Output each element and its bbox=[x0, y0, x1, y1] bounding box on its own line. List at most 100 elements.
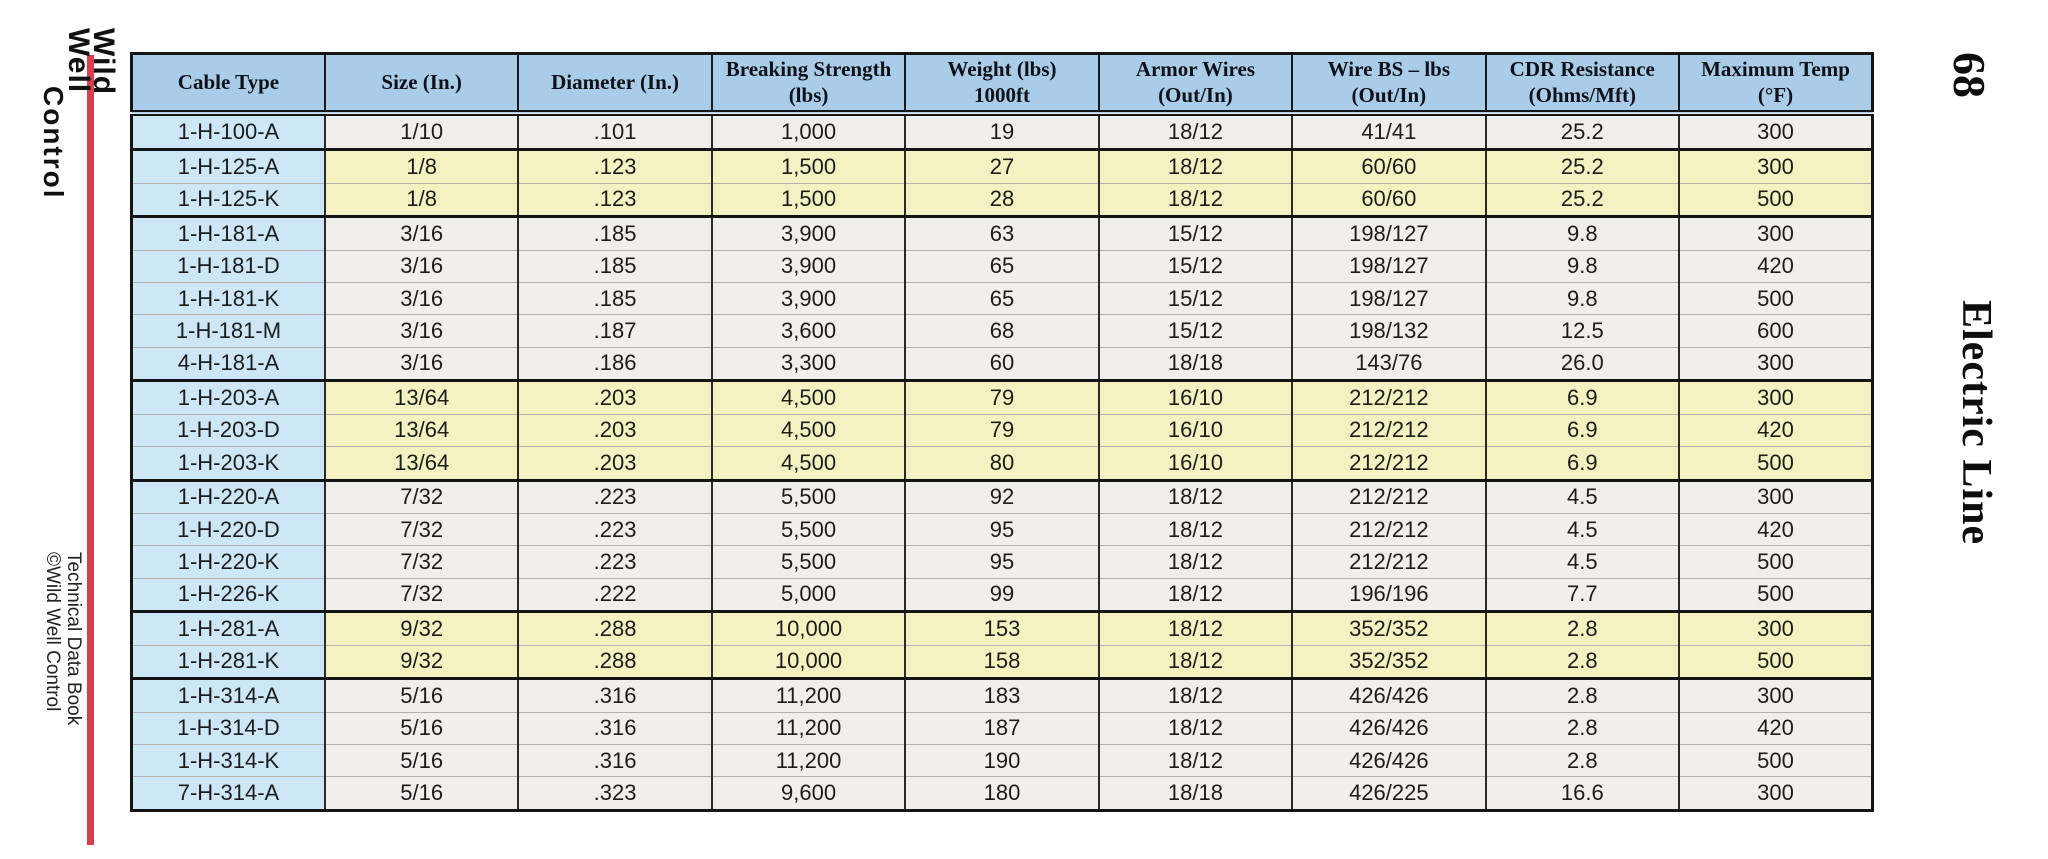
table-cell: 153 bbox=[904, 610, 1100, 646]
cable-type-cell: 4-H-181-A bbox=[130, 346, 326, 381]
table-cell: 3/16 bbox=[323, 282, 520, 315]
table-cell: .222 bbox=[517, 577, 713, 612]
table-cell: 3,900 bbox=[710, 249, 907, 283]
table-cell: .123 bbox=[517, 182, 713, 217]
table-cell: 79 bbox=[904, 379, 1100, 415]
table-row: 1-H-125-A 1/8.123 1,500 27 18/12 60/60 25.2 300 bbox=[130, 148, 1874, 184]
table-cell: 300 bbox=[1678, 346, 1874, 381]
table-cell: 18/18 bbox=[1097, 346, 1294, 381]
column-header: Diameter (In.) bbox=[517, 53, 713, 117]
cable-type-cell: 1-H-203-D bbox=[130, 413, 326, 447]
table-cell: 300 bbox=[1678, 610, 1874, 646]
table-cell: 2.8 bbox=[1484, 744, 1681, 777]
table-cell: 18/12 bbox=[1097, 148, 1294, 184]
table-cell: .185 bbox=[517, 215, 713, 251]
cable-type-cell: 1-H-220-A bbox=[130, 478, 326, 514]
table-cell: 426/225 bbox=[1291, 776, 1487, 811]
table-row: 1-H-181-M 3/16.187 3,600 68 15/12 198/132 12.5… bbox=[130, 314, 1874, 348]
table-cell: 500 bbox=[1678, 644, 1874, 679]
table-cell: .185 bbox=[517, 282, 713, 315]
table-cell: 5/16 bbox=[323, 776, 520, 811]
table-cell: 4,500 bbox=[710, 413, 907, 447]
cable-type-cell: 1-H-181-K bbox=[130, 282, 326, 315]
table-cell: 10,000 bbox=[710, 610, 907, 646]
table-row: 1-H-125-K 1/8.123 1,500 28 18/12 60/60 25.2 500 bbox=[130, 182, 1874, 217]
table-cell: 41/41 bbox=[1291, 112, 1487, 150]
table-cell: 6.9 bbox=[1484, 379, 1681, 415]
cable-type-cell: 1-H-314-D bbox=[130, 711, 326, 745]
table-cell: .288 bbox=[517, 644, 713, 679]
cable-spec-table: Cable Type Size (In.) Diameter (In.) Breaki… bbox=[130, 52, 1874, 812]
table-cell: 5,000 bbox=[710, 577, 907, 612]
table-row: 1-H-181-D 3/16.185 3,900 65 15/12 198/127 9.8 4… bbox=[130, 249, 1874, 283]
table-cell: 63 bbox=[904, 215, 1100, 251]
table-cell: 420 bbox=[1678, 711, 1874, 745]
cable-type-cell: 7-H-314-A bbox=[130, 776, 326, 811]
table-cell: 60/60 bbox=[1291, 148, 1487, 184]
table-cell: 7/32 bbox=[323, 545, 520, 579]
logo-word-control: Control bbox=[38, 86, 69, 200]
table-cell: 18/12 bbox=[1097, 644, 1294, 679]
table-cell: .203 bbox=[517, 446, 713, 481]
cable-type-cell: 1-H-281-K bbox=[130, 644, 326, 679]
cable-type-cell: 1-H-314-K bbox=[130, 744, 326, 777]
table-cell: 198/127 bbox=[1291, 249, 1487, 283]
table-cell: .203 bbox=[517, 379, 713, 415]
table-cell: 65 bbox=[904, 282, 1100, 315]
sidebar-footer: Technical Data Book ©Wild Well Control bbox=[42, 552, 84, 852]
table-cell: 300 bbox=[1678, 148, 1874, 184]
table-cell: 16/10 bbox=[1097, 379, 1294, 415]
table-row: 1-H-220-D 7/32.223 5,500 95 18/12 212/212 4.5 4… bbox=[130, 513, 1874, 546]
table-cell: 212/212 bbox=[1291, 413, 1487, 447]
table-cell: 3,900 bbox=[710, 282, 907, 315]
brand-red-line bbox=[87, 55, 94, 845]
table-cell: 5/16 bbox=[323, 711, 520, 745]
table-cell: 16/10 bbox=[1097, 446, 1294, 481]
table-cell: 300 bbox=[1678, 677, 1874, 713]
table-cell: 2.8 bbox=[1484, 677, 1681, 713]
table-cell: 212/212 bbox=[1291, 513, 1487, 546]
table-row: 1-H-281-K 9/32.288 10,000 158 18/12 352/352 2.… bbox=[130, 644, 1874, 679]
table-cell: 3,600 bbox=[710, 314, 907, 348]
table-cell: 500 bbox=[1678, 744, 1874, 777]
table-cell: .316 bbox=[517, 711, 713, 745]
table-cell: 25.2 bbox=[1484, 182, 1681, 217]
footer-copyright: ©Wild Well Control bbox=[42, 552, 63, 712]
table-body: 1-H-100-A 1/10.101 1,000 19 18/12 41/41 25.2 30… bbox=[130, 112, 1874, 811]
table-cell: 18/12 bbox=[1097, 744, 1294, 777]
column-header: Weight (lbs) 1000ft bbox=[904, 53, 1100, 117]
table-cell: 7/32 bbox=[323, 478, 520, 514]
table-cell: 15/12 bbox=[1097, 215, 1294, 251]
table-cell: 183 bbox=[904, 677, 1100, 713]
table-cell: 18/12 bbox=[1097, 478, 1294, 514]
table-cell: 500 bbox=[1678, 545, 1874, 579]
table-cell: 198/127 bbox=[1291, 215, 1487, 251]
table-cell: 6.9 bbox=[1484, 446, 1681, 481]
cable-type-cell: 1-H-314-A bbox=[130, 677, 326, 713]
page-number: 68 bbox=[1944, 52, 1995, 98]
table-cell: 3/16 bbox=[323, 249, 520, 283]
table-cell: 2.8 bbox=[1484, 644, 1681, 679]
cable-type-cell: 1-H-125-K bbox=[130, 182, 326, 217]
table-cell: 60 bbox=[904, 346, 1100, 381]
table-header-row: Cable Type Size (In.) Diameter (In.) Breaki… bbox=[130, 53, 1874, 117]
table-row: 1-H-314-A 5/16.316 11,200 183 18/12 426/426 2.… bbox=[130, 677, 1874, 713]
table-cell: 25.2 bbox=[1484, 112, 1681, 150]
table-row: 1-H-281-A 9/32.288 10,000 153 18/12 352/352 2.… bbox=[130, 610, 1874, 646]
table-cell: 4,500 bbox=[710, 446, 907, 481]
cable-type-cell: 1-H-100-A bbox=[130, 112, 326, 150]
table-cell: 92 bbox=[904, 478, 1100, 514]
table-cell: 18/12 bbox=[1097, 182, 1294, 217]
table-cell: 5/16 bbox=[323, 677, 520, 713]
table-cell: 4,500 bbox=[710, 379, 907, 415]
table-cell: 420 bbox=[1678, 413, 1874, 447]
table-cell: 1,500 bbox=[710, 182, 907, 217]
table-cell: 212/212 bbox=[1291, 446, 1487, 481]
table-cell: 300 bbox=[1678, 112, 1874, 150]
table-cell: .185 bbox=[517, 249, 713, 283]
table-cell: 18/12 bbox=[1097, 577, 1294, 612]
table-cell: 18/12 bbox=[1097, 677, 1294, 713]
table-cell: 18/12 bbox=[1097, 112, 1294, 150]
table-cell: 420 bbox=[1678, 249, 1874, 283]
